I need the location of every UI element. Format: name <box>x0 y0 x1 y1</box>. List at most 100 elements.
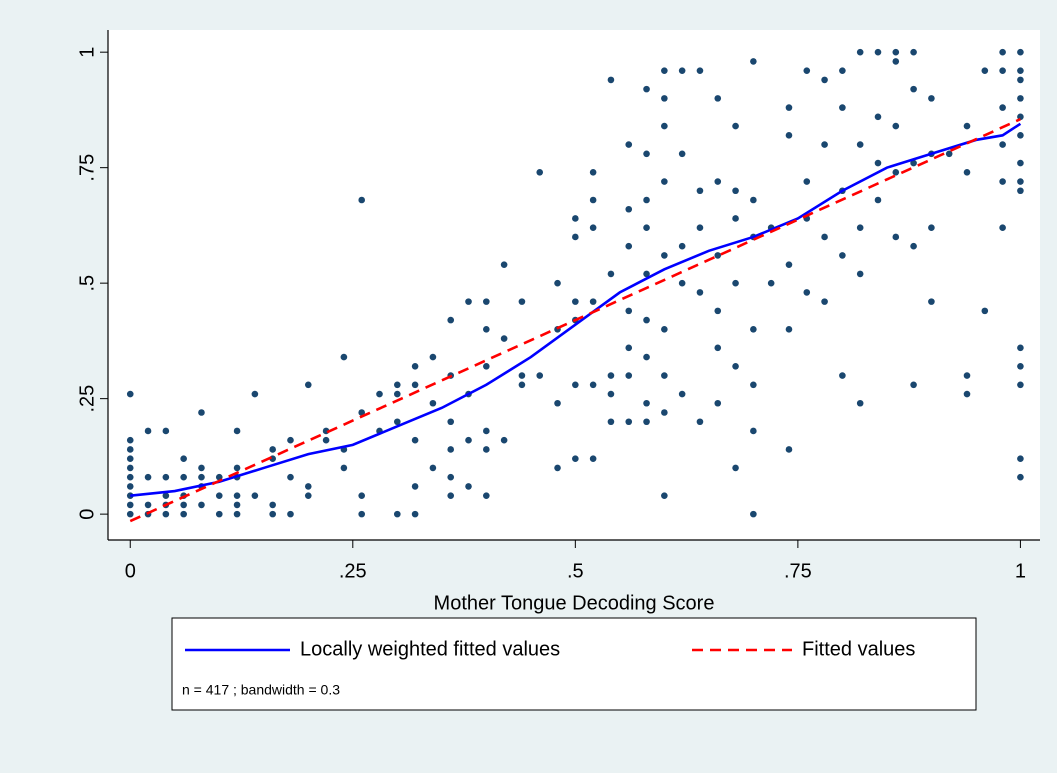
point <box>607 76 615 84</box>
point <box>536 372 544 379</box>
point <box>358 492 365 499</box>
point <box>945 150 953 158</box>
point <box>785 446 793 453</box>
point <box>643 316 650 324</box>
point <box>999 224 1006 232</box>
point <box>678 67 686 74</box>
point <box>856 399 864 407</box>
point <box>714 252 722 259</box>
point <box>322 436 330 444</box>
point <box>536 168 544 176</box>
point <box>483 298 490 305</box>
point <box>714 344 722 352</box>
point <box>198 464 205 472</box>
point <box>162 492 170 499</box>
point <box>643 270 650 278</box>
point <box>447 492 455 499</box>
point <box>625 372 633 379</box>
point <box>233 464 241 472</box>
point <box>625 418 633 426</box>
point <box>750 381 757 389</box>
legend-label: Locally weighted fitted values <box>300 638 560 660</box>
point <box>447 316 455 324</box>
point <box>572 215 579 222</box>
point <box>910 85 917 93</box>
point <box>661 372 668 379</box>
point <box>661 409 668 416</box>
point <box>696 67 704 74</box>
point <box>625 307 633 315</box>
point <box>572 233 579 241</box>
point <box>411 381 419 389</box>
point <box>999 178 1006 185</box>
note: n = 417 ; bandwidth = 0.3 <box>182 682 340 698</box>
point <box>750 427 757 435</box>
point <box>411 436 419 444</box>
point <box>518 381 526 389</box>
point <box>785 104 793 111</box>
point <box>607 270 615 278</box>
point <box>732 122 739 130</box>
x-tick-label: .25 <box>339 560 367 582</box>
point <box>714 95 722 102</box>
point <box>874 48 882 56</box>
point <box>429 464 437 472</box>
point <box>1017 67 1024 74</box>
point <box>821 141 828 148</box>
point <box>625 242 633 250</box>
point <box>1017 473 1024 481</box>
point <box>732 464 739 472</box>
point <box>661 252 668 259</box>
point <box>963 168 971 176</box>
point <box>500 261 508 268</box>
point <box>785 261 793 268</box>
point <box>589 455 597 462</box>
point <box>411 483 419 490</box>
point <box>910 48 917 56</box>
point <box>1017 187 1024 195</box>
point <box>892 48 900 56</box>
point <box>696 418 704 426</box>
point <box>963 390 971 398</box>
point <box>572 381 579 389</box>
point <box>874 159 882 167</box>
point <box>251 492 259 499</box>
point <box>839 372 846 379</box>
point <box>750 58 757 65</box>
point <box>1017 178 1024 185</box>
point <box>126 464 134 472</box>
point <box>892 122 900 130</box>
point <box>999 48 1006 56</box>
point <box>874 196 882 204</box>
point <box>732 187 739 195</box>
point <box>198 409 205 416</box>
point <box>215 510 223 518</box>
point <box>928 298 935 305</box>
point <box>821 76 828 84</box>
point <box>732 215 739 222</box>
y-tick-label: .25 <box>76 385 98 413</box>
point <box>803 67 811 74</box>
point <box>465 483 472 490</box>
point <box>251 390 259 398</box>
point <box>928 224 935 232</box>
point <box>447 446 455 453</box>
point <box>589 298 597 305</box>
point <box>625 344 633 352</box>
point <box>304 492 312 499</box>
point <box>856 224 864 232</box>
point <box>500 436 508 444</box>
legend-label: Fitted values <box>802 638 915 660</box>
point <box>198 501 205 509</box>
point <box>483 326 490 333</box>
point <box>554 464 561 472</box>
point <box>803 178 811 185</box>
point <box>910 381 917 389</box>
point <box>358 196 365 204</box>
point <box>874 113 882 121</box>
y-tick-label: 0 <box>76 509 98 520</box>
point <box>1017 159 1024 167</box>
point <box>394 390 401 398</box>
point <box>465 298 472 305</box>
